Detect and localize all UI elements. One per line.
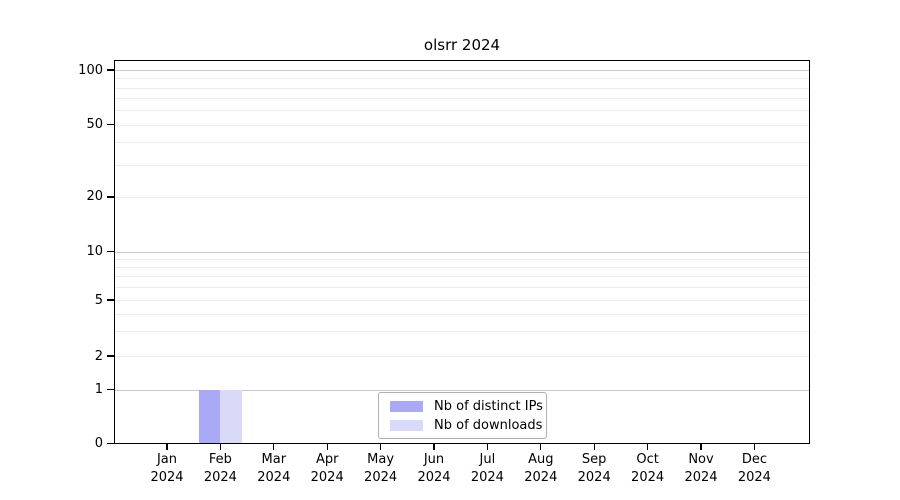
gridline-minor [114, 313, 810, 315]
legend-box: Nb of distinct IPs Nb of downloads [378, 391, 547, 439]
x-tick-month: Oct [636, 452, 659, 467]
x-tick-label-dec: Dec 2024 [724, 451, 784, 486]
x-tick-label-sep: Sep 2024 [564, 451, 624, 486]
y-tick-mark [107, 442, 114, 445]
gridline-light [114, 356, 810, 357]
x-tick-month: Jun [423, 452, 445, 467]
y-tick-label: 5 [94, 292, 103, 308]
x-tick-mark [646, 443, 649, 450]
x-tick-year: 2024 [631, 469, 665, 485]
x-tick-label-jun: Jun 2024 [404, 451, 464, 486]
x-tick-year: 2024 [150, 469, 184, 485]
x-tick-year: 2024 [310, 469, 344, 485]
gridline-minor [114, 164, 810, 166]
legend-rows: Nb of distinct IPs Nb of downloads [379, 397, 546, 436]
x-tick-year: 2024 [577, 469, 611, 485]
x-tick-month: Apr [315, 452, 339, 467]
gridline-minor [114, 258, 810, 260]
x-tick-mark [593, 443, 595, 450]
x-tick-year: 2024 [417, 469, 451, 485]
legend-label: Nb of distinct IPs [434, 398, 543, 414]
x-tick-month: Mar [261, 452, 287, 467]
x-tick-year: 2024 [470, 469, 504, 485]
x-tick-mark [273, 443, 275, 450]
y-tick-label: 100 [78, 62, 103, 78]
x-tick-label-oct: Oct 2024 [618, 451, 678, 486]
x-tick-month: Nov [688, 452, 714, 467]
x-tick-month: Sep [581, 452, 607, 467]
legend-item: Nb of downloads [379, 416, 546, 436]
y-tick-label: 0 [94, 436, 103, 451]
gridline-light [114, 124, 810, 126]
gridline-minor [114, 267, 810, 269]
legend-swatch-nb-of-distinct-ips [390, 400, 423, 412]
gridline-minor [114, 331, 810, 333]
x-tick-mark [753, 443, 756, 450]
x-tick-month: Feb [208, 452, 232, 467]
x-tick-month: May [367, 452, 395, 467]
gridline-minor [114, 287, 810, 289]
y-tick-mark [107, 123, 114, 126]
x-tick-month: Jul [479, 452, 496, 467]
gridline-major [114, 251, 810, 253]
x-tick-label-nov: Nov 2024 [671, 451, 731, 486]
x-tick-mark [219, 443, 222, 450]
gridline-minor [114, 98, 810, 100]
y-tick-label: 2 [94, 348, 103, 364]
x-tick-label-may: May 2024 [351, 451, 411, 486]
gridline-light [114, 196, 810, 198]
y-tick-mark [107, 355, 114, 357]
x-tick-year: 2024 [684, 469, 718, 485]
x-tick-label-feb: Feb 2024 [190, 451, 250, 486]
x-tick-month: Jan [156, 452, 178, 467]
gridline-minor [114, 142, 810, 144]
gridline-major [114, 70, 810, 71]
x-tick-year: 2024 [524, 469, 558, 485]
x-tick-month: Aug [528, 452, 554, 467]
gridline-light [114, 300, 810, 301]
x-tick-month: Dec [741, 452, 767, 467]
gridline-minor [114, 87, 810, 89]
gridline-minor [114, 276, 810, 278]
x-tick-year: 2024 [737, 469, 771, 485]
y-tick-label: 1 [94, 382, 103, 397]
y-tick-label: 50 [86, 117, 103, 133]
gridline-minor [114, 78, 810, 80]
x-tick-mark [166, 443, 168, 450]
x-tick-label-jul: Jul 2024 [457, 451, 517, 486]
x-tick-label-mar: Mar 2024 [244, 451, 304, 486]
x-tick-label-aug: Aug 2024 [511, 451, 571, 486]
x-tick-year: 2024 [203, 469, 237, 485]
gridline-minor [114, 110, 810, 112]
x-tick-label-jan: Jan 2024 [137, 451, 197, 486]
bar-nb-of-downloads-feb [220, 389, 242, 444]
y-tick-mark [107, 69, 114, 71]
legend-label: Nb of downloads [434, 418, 543, 434]
y-tick-mark [107, 196, 114, 198]
legend-item: Nb of distinct IPs [379, 397, 546, 417]
x-tick-label-apr: Apr 2024 [297, 451, 357, 486]
x-tick-mark [326, 443, 328, 450]
y-tick-mark [107, 299, 114, 301]
chart-title: olsrr 2024 [423, 36, 501, 54]
y-tick-mark [107, 388, 114, 391]
y-tick-label: 20 [86, 189, 103, 205]
x-tick-mark [379, 443, 382, 450]
bar-nb-of-distinct-ips-feb [199, 389, 221, 444]
x-tick-mark [486, 443, 489, 450]
y-tick-mark [107, 250, 114, 253]
y-tick-label: 10 [86, 244, 103, 259]
x-tick-year: 2024 [257, 469, 291, 485]
x-tick-mark [540, 443, 542, 450]
legend-swatch-nb-of-downloads [390, 420, 423, 432]
gridline-major [114, 389, 810, 391]
x-tick-year: 2024 [364, 469, 398, 485]
x-tick-mark [700, 443, 702, 450]
x-tick-mark [433, 443, 435, 450]
